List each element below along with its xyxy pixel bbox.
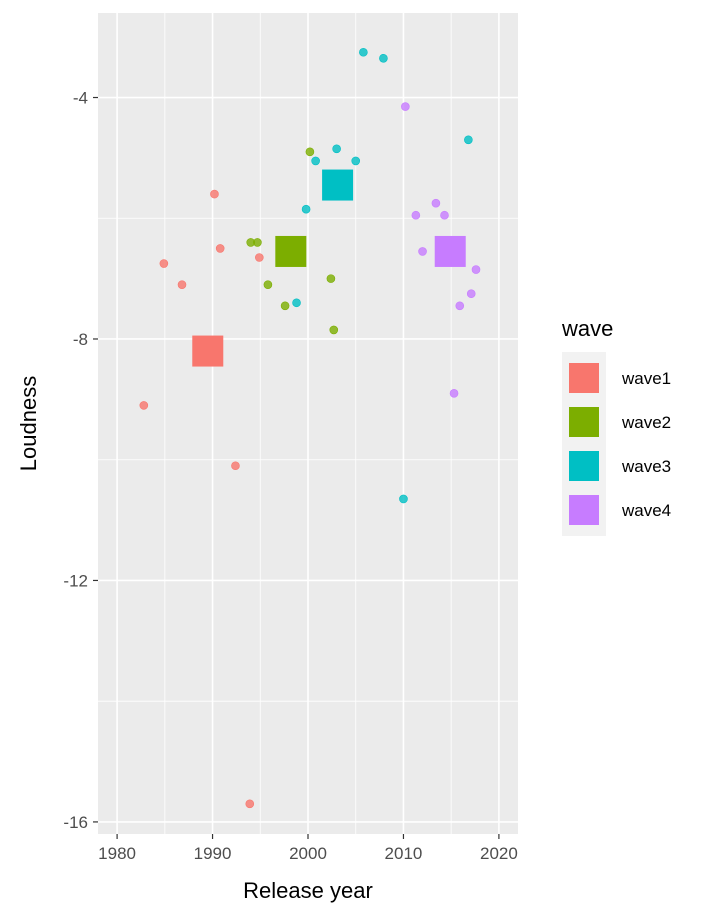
data-point-wave4 — [418, 247, 427, 256]
x-tick-label: 1980 — [98, 844, 136, 863]
legend-label-wave3: wave3 — [621, 457, 671, 476]
legend-key-wave2 — [569, 407, 599, 437]
legend-label-wave2: wave2 — [621, 413, 671, 432]
y-tick-label: -4 — [73, 89, 88, 108]
data-point-wave1 — [177, 280, 187, 289]
mean-markers — [192, 169, 466, 367]
legend-items: wave1 wave2 wave3 wave4 — [569, 363, 671, 525]
legend-title: wave — [561, 316, 613, 341]
mean-marker-wave1 — [192, 335, 224, 367]
mean-marker-wave2 — [275, 235, 307, 267]
data-point-wave3 — [351, 156, 361, 166]
data-point-wave2 — [305, 147, 315, 157]
data-point-wave3 — [464, 135, 473, 145]
x-axis: 1980 1990 2000 2010 2020 — [98, 834, 518, 863]
data-point-wave4 — [449, 389, 459, 398]
data-points — [139, 47, 481, 809]
data-point-wave4 — [411, 210, 421, 220]
data-point-wave3 — [292, 298, 301, 308]
data-point-wave3 — [332, 144, 341, 154]
data-point-wave4 — [466, 289, 476, 299]
data-point-wave1 — [245, 799, 255, 809]
data-point-wave4 — [455, 301, 465, 311]
data-point-wave4 — [471, 265, 481, 274]
data-point-wave3 — [399, 494, 408, 504]
data-point-wave1 — [255, 253, 264, 262]
legend-key-wave3 — [569, 451, 599, 481]
data-point-wave1 — [215, 244, 225, 253]
y-axis-title: Loudness — [16, 376, 41, 471]
x-tick-label: 1990 — [194, 844, 232, 863]
data-point-wave1 — [159, 259, 169, 268]
x-tick-label: 2010 — [385, 844, 423, 863]
data-point-wave4 — [401, 102, 410, 111]
data-point-wave2 — [253, 238, 262, 247]
legend-key-wave4 — [569, 495, 599, 525]
data-point-wave3 — [311, 156, 320, 166]
y-axis: -16 -12 -8 -4 — [63, 89, 98, 832]
x-tick-label: 2020 — [480, 844, 518, 863]
data-point-wave3 — [359, 47, 368, 57]
data-point-wave2 — [326, 274, 336, 283]
data-point-wave3 — [301, 204, 311, 214]
data-point-wave4 — [440, 210, 449, 220]
y-tick-label: -16 — [63, 813, 88, 832]
data-point-wave2 — [263, 280, 273, 289]
legend-key-wave1 — [569, 363, 599, 393]
x-axis-title: Release year — [243, 878, 373, 903]
data-point-wave1 — [231, 461, 240, 471]
data-point-wave3 — [379, 53, 388, 63]
legend-label-wave1: wave1 — [621, 369, 671, 388]
legend-label-wave4: wave4 — [621, 501, 671, 520]
data-point-wave2 — [280, 301, 290, 311]
data-point-wave4 — [431, 198, 441, 208]
data-point-wave1 — [210, 189, 219, 199]
legend: wave wave1 wave2 wave3 wave4 — [561, 316, 671, 536]
data-point-wave2 — [329, 325, 339, 335]
major-gridlines — [98, 13, 518, 834]
mean-marker-wave3 — [322, 169, 354, 201]
y-tick-label: -12 — [63, 571, 88, 590]
mean-marker-wave4 — [434, 235, 466, 267]
x-tick-label: 2000 — [289, 844, 327, 863]
data-point-wave1 — [139, 401, 149, 410]
y-tick-label: -8 — [73, 330, 88, 349]
